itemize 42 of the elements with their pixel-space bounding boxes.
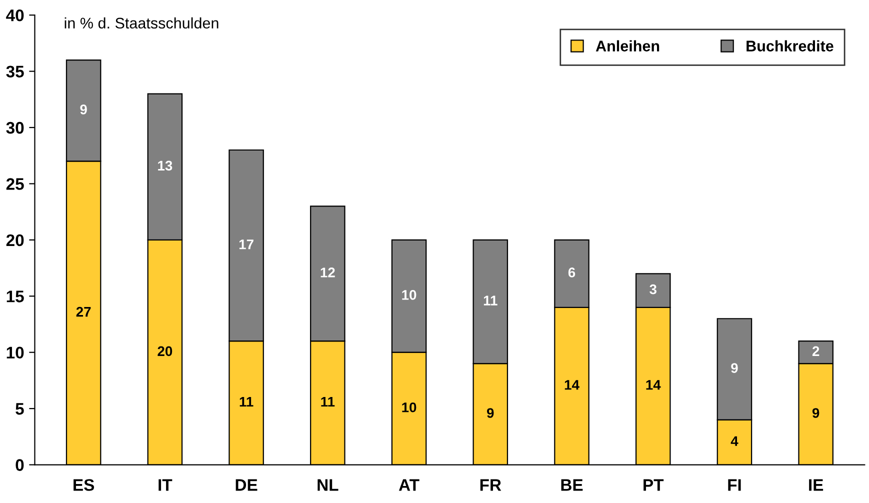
data-label: 9 bbox=[812, 408, 820, 418]
y-tick-label: 30 bbox=[6, 122, 24, 134]
x-tick-label: NL bbox=[318, 479, 338, 491]
x-tick-label: IT bbox=[158, 479, 172, 491]
data-label: 20 bbox=[158, 346, 172, 356]
data-label: 11 bbox=[484, 296, 498, 306]
x-tick-label: BE bbox=[561, 479, 583, 491]
y-tick-label: 15 bbox=[6, 290, 24, 302]
y-tick-label: 10 bbox=[6, 346, 24, 359]
legend-label: Anleihen bbox=[596, 40, 660, 52]
data-label: 4 bbox=[730, 436, 738, 446]
x-tick-label: AT bbox=[398, 479, 420, 491]
y-tick-label: 5 bbox=[16, 403, 24, 415]
data-label: 11 bbox=[321, 396, 335, 407]
legend-label: Buchkredite bbox=[746, 40, 834, 52]
x-tick-label: IE bbox=[809, 479, 824, 491]
data-label: 10 bbox=[402, 290, 416, 300]
data-label: 2 bbox=[812, 346, 820, 356]
x-tick-label: DE bbox=[236, 479, 258, 491]
x-tick-label: PT bbox=[644, 479, 664, 491]
x-tick-label: FI bbox=[728, 479, 741, 491]
data-label: 11 bbox=[240, 396, 254, 407]
data-label: 9 bbox=[80, 104, 87, 114]
data-label: 27 bbox=[76, 306, 91, 317]
y-tick-label: 25 bbox=[6, 178, 24, 190]
y-tick-label: 40 bbox=[6, 9, 24, 22]
x-tick-label: FR bbox=[480, 479, 502, 491]
data-label: 9 bbox=[731, 363, 738, 373]
data-label: 13 bbox=[158, 160, 172, 171]
data-label: 3 bbox=[650, 284, 656, 294]
data-label: 17 bbox=[239, 240, 254, 250]
x-tick-label: ES bbox=[74, 479, 94, 491]
y-tick-label: 0 bbox=[16, 459, 24, 471]
data-label: 14 bbox=[646, 380, 661, 390]
y-tick-label: 20 bbox=[6, 234, 24, 246]
data-label: 9 bbox=[487, 408, 494, 418]
data-label: 10 bbox=[402, 402, 416, 412]
data-label: 14 bbox=[564, 380, 580, 390]
annotation: in % d. Staatsschulden bbox=[64, 17, 218, 29]
data-label: 12 bbox=[320, 268, 335, 278]
y-tick-label: 35 bbox=[6, 66, 24, 78]
data-label: 6 bbox=[568, 268, 576, 278]
